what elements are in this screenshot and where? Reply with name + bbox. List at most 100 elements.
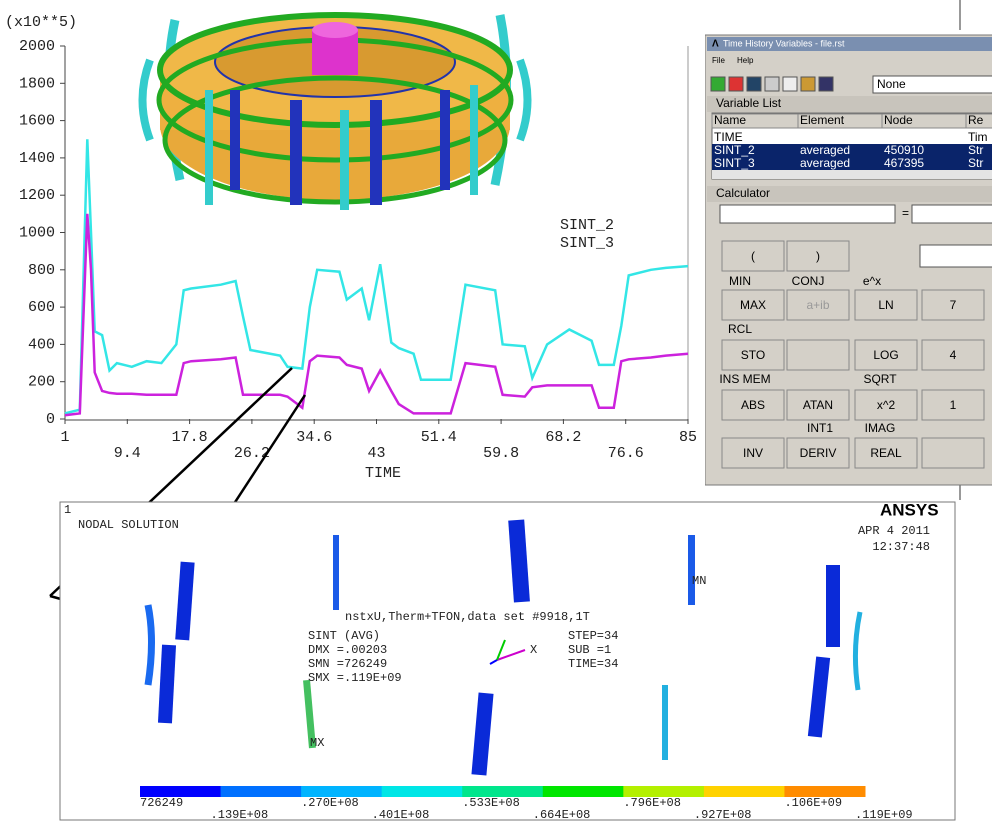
table-cell: Str <box>968 143 983 157</box>
legend-value: .401E+08 <box>372 808 430 822</box>
calc-label: CONJ <box>792 274 825 288</box>
calc-button[interactable] <box>721 437 785 469</box>
info-text: SUB =1 <box>568 643 611 657</box>
calc-button[interactable] <box>786 339 850 371</box>
x-tick-label: 1 <box>60 429 69 446</box>
color-band <box>703 786 785 797</box>
color-band <box>140 786 222 797</box>
tool-button[interactable] <box>710 76 726 92</box>
calc-button[interactable] <box>786 437 850 469</box>
color-band <box>623 786 705 797</box>
calc-button[interactable] <box>921 389 985 421</box>
column-header[interactable] <box>965 113 992 129</box>
calc-button-label: ( <box>751 249 755 263</box>
calc-button-label: 7 <box>950 298 957 312</box>
calc-button[interactable] <box>786 240 850 272</box>
info-text: DMX =.00203 <box>308 643 387 657</box>
dropdown[interactable] <box>872 75 992 94</box>
calc-button[interactable] <box>854 289 918 321</box>
calc-button-label: LOG <box>873 348 898 362</box>
calc-button-label: a+ib <box>806 298 829 312</box>
calc-button-label: 1 <box>950 398 957 412</box>
calc-button-label: x^2 <box>877 398 896 412</box>
column-header-label: Name <box>714 113 746 127</box>
x-axis-label: TIME <box>365 465 401 482</box>
plot-time: 12:37:48 <box>872 540 930 554</box>
tool-button[interactable] <box>746 76 762 92</box>
calc-button-label: REAL <box>870 446 902 460</box>
tool-button[interactable] <box>800 76 816 92</box>
min-marker: MN <box>692 574 706 588</box>
x-tick-label: 59.8 <box>483 445 519 462</box>
calc-button[interactable] <box>786 389 850 421</box>
window-number: 1 <box>64 503 71 517</box>
tool-button[interactable] <box>782 76 798 92</box>
column-header-label: Element <box>800 113 845 127</box>
calc-button[interactable] <box>721 240 785 272</box>
y-tick-label: 2000 <box>19 38 55 55</box>
column-header-label: Re <box>968 113 984 127</box>
legend-value: .139E+08 <box>211 808 269 822</box>
legend-value: 726249 <box>140 796 183 810</box>
calc-label: IMAG <box>865 421 896 435</box>
calc-button[interactable] <box>854 437 918 469</box>
x-tick-label: 34.6 <box>296 429 332 446</box>
tool-button[interactable] <box>818 76 834 92</box>
x-tick-label: 51.4 <box>421 429 457 446</box>
calc-button[interactable] <box>721 339 785 371</box>
calc-button[interactable] <box>921 339 985 371</box>
calc-button[interactable] <box>721 289 785 321</box>
plot-heading: NODAL SOLUTION <box>78 518 179 532</box>
menu-item[interactable]: File <box>712 56 725 65</box>
table-cell: SINT_3 <box>714 156 755 170</box>
tool-button[interactable] <box>764 76 780 92</box>
table-cell: SINT_2 <box>714 143 755 157</box>
y-tick-label: 1000 <box>19 224 55 241</box>
y-tick-label: 1400 <box>19 150 55 167</box>
axis-multiplier: (x10**5) <box>5 14 77 31</box>
menu-item[interactable]: Help <box>737 56 754 65</box>
calc-button[interactable] <box>786 289 850 321</box>
axis-triad-label: X <box>530 643 537 657</box>
calc-button[interactable] <box>921 289 985 321</box>
x-tick-label: 76.6 <box>608 445 644 462</box>
y-tick-label: 0 <box>46 411 55 428</box>
x-tick-label: 68.2 <box>545 429 581 446</box>
calc-button-label: ABS <box>741 398 765 412</box>
model-image <box>138 12 532 210</box>
table-cell: averaged <box>800 143 850 157</box>
table-cell: averaged <box>800 156 850 170</box>
legend-value: .270E+08 <box>301 796 359 810</box>
calc-button-label: LN <box>878 298 893 312</box>
calc-button[interactable] <box>721 389 785 421</box>
y-tick-label: 200 <box>28 374 55 391</box>
value-input[interactable] <box>919 244 992 268</box>
dialog: Λ Time History Variables - file.rst File… <box>705 34 992 486</box>
logo: ANSYS <box>880 500 939 519</box>
legend-value: .796E+08 <box>623 796 681 810</box>
color-band <box>381 786 463 797</box>
info-text: SMX =.119E+09 <box>308 671 402 685</box>
info-text: SMN =726249 <box>308 657 387 671</box>
calc-label: INS MEM <box>719 372 770 386</box>
section-title: Variable List <box>716 96 782 110</box>
x-tick-label: 85 <box>679 429 697 446</box>
plot-date: APR 4 2011 <box>858 524 930 538</box>
info-text: TIME=34 <box>568 657 618 671</box>
calc-label: SQRT <box>863 372 897 386</box>
expression-input[interactable] <box>719 204 896 224</box>
calc-label: INT1 <box>807 421 833 435</box>
equals: = <box>902 206 909 220</box>
calc-button[interactable] <box>854 389 918 421</box>
contour-plot: 1 NODAL SOLUTION ANSYS APR 4 2011 12:37:… <box>59 500 956 822</box>
toolbar <box>710 75 992 94</box>
calc-button-label: 4 <box>950 348 957 362</box>
table-cell: Str <box>968 156 983 170</box>
result-input[interactable] <box>911 204 992 224</box>
calc-button[interactable] <box>921 437 985 469</box>
dialog-title: Time History Variables - file.rst <box>723 38 845 48</box>
calc-button[interactable] <box>854 339 918 371</box>
tool-button[interactable] <box>728 76 744 92</box>
x-tick-label: 9.4 <box>114 445 141 462</box>
legend-value: .106E+09 <box>784 796 842 810</box>
